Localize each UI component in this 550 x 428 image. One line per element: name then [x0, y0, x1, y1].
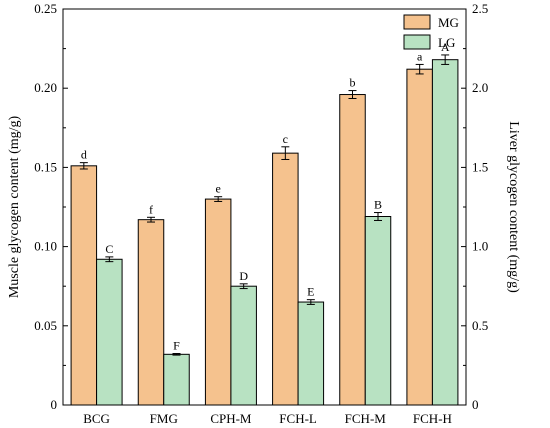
- significance-label: c: [283, 132, 288, 146]
- bar-mg: [339, 94, 366, 406]
- bar-lg: [364, 216, 392, 406]
- y-right-tick-label: 0: [472, 397, 479, 412]
- significance-label: A: [441, 40, 450, 54]
- y-left-tick-label: 0.05: [34, 318, 57, 333]
- bar-lg: [297, 301, 325, 406]
- x-category-label: FCH-H: [413, 411, 452, 426]
- significance-label: e: [216, 182, 221, 196]
- y-right-tick-label: 1.5: [472, 159, 488, 174]
- bar-mg: [137, 219, 165, 406]
- bar-lg: [163, 353, 190, 406]
- bar-mg: [272, 152, 299, 406]
- legend-swatch-lg: [403, 34, 431, 50]
- bar-lg: [431, 59, 459, 406]
- plot-frame: [62, 8, 467, 406]
- y-left-tick-label: 0.20: [34, 80, 57, 95]
- y-right-tick-label: 0.5: [472, 318, 488, 333]
- y-left-tick-label: 0.10: [34, 239, 57, 254]
- y-right-tick-label: 2.0: [472, 80, 488, 95]
- x-category-label: CPH-M: [210, 411, 252, 426]
- bar-lg: [96, 258, 123, 406]
- y-left-tick-label: 0: [51, 397, 58, 412]
- bar-mg: [406, 68, 433, 406]
- x-category-label: FCH-L: [279, 411, 317, 426]
- legend-label: LG: [438, 35, 455, 50]
- x-category-label: BCG: [83, 411, 110, 426]
- significance-label: a: [417, 49, 423, 63]
- y-left-tick-label: 0.25: [34, 1, 57, 16]
- significance-label: b: [350, 76, 356, 90]
- significance-label: f: [149, 202, 153, 216]
- y-right-axis-title: Liver glycogen content (mg/g): [506, 121, 521, 293]
- y-right-tick-label: 2.5: [472, 1, 488, 16]
- significance-label: d: [81, 148, 87, 162]
- significance-label: B: [374, 198, 382, 212]
- y-right-tick-label: 1.0: [472, 239, 488, 254]
- y-left-axis-title: Muscle glycogen content (mg/g): [7, 115, 22, 298]
- significance-label: E: [307, 285, 314, 299]
- bar-mg: [204, 198, 232, 406]
- x-category-label: FCH-M: [345, 411, 387, 426]
- significance-label: D: [239, 269, 248, 283]
- y-left-tick-label: 0.15: [34, 159, 57, 174]
- bar-mg: [70, 165, 98, 406]
- bar-lg: [230, 285, 257, 406]
- legend-swatch-mg: [403, 14, 431, 30]
- x-category-label: FMG: [150, 411, 178, 426]
- significance-label: F: [173, 339, 180, 353]
- legend-label: MG: [438, 15, 459, 30]
- significance-label: C: [105, 242, 113, 256]
